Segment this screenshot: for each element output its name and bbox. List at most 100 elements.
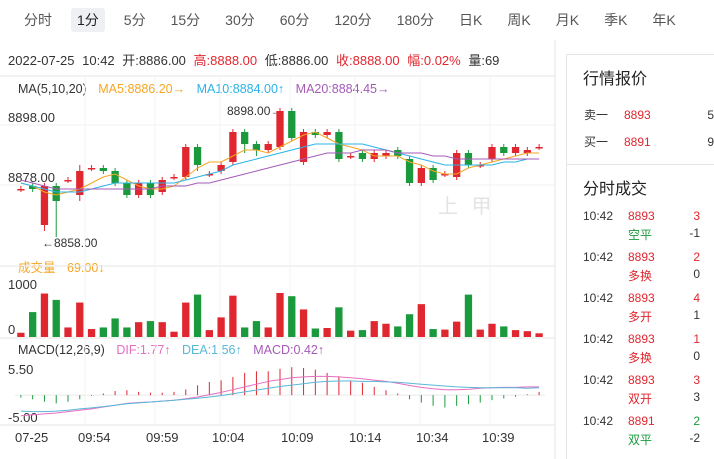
macd-axis-top: 5.50: [8, 362, 34, 377]
tab-2[interactable]: 5分: [123, 12, 146, 28]
tab-10[interactable]: 月K: [555, 12, 580, 28]
info-amplitude: 幅:0.02%: [407, 53, 461, 68]
price-axis-top: 8898.00: [8, 110, 55, 125]
candle-body: [429, 168, 437, 180]
volume-bar: [52, 299, 60, 337]
volume-bar: [17, 332, 25, 337]
volume-legend-label: 成交量: [18, 261, 56, 275]
trade-delta: 0: [693, 349, 700, 363]
trade-delta: 1: [693, 308, 700, 322]
candle-body: [288, 111, 296, 138]
candle-body: [523, 150, 531, 153]
volume-legend-value: 69.00↓: [67, 261, 105, 275]
volume-bar: [288, 296, 296, 337]
volume-bar: [193, 294, 202, 337]
candle-body: [252, 144, 261, 150]
volume-bar: [453, 321, 461, 337]
tab-4[interactable]: 30分: [225, 12, 255, 28]
volume-bar: [347, 330, 355, 337]
info-close: 收:8888.00: [336, 53, 400, 68]
info-date: 2022-07-25: [8, 53, 75, 68]
kline-chart[interactable]: [0, 0, 560, 459]
volume-bar: [87, 329, 96, 337]
candle-body: [335, 132, 343, 159]
bar-info: 2022-07-25 10:42 开:8886.00 高:8888.00 低:8…: [8, 50, 503, 69]
volume-bar: [217, 317, 225, 337]
trade-time: 10:42: [583, 332, 614, 346]
time-tick: 09:59: [146, 430, 179, 445]
tab-7[interactable]: 180分: [396, 12, 435, 28]
trade-row: 10:42 8893 2 多换 0: [567, 246, 714, 287]
trade-price: 8893: [628, 250, 655, 264]
ma20-line: [20, 149, 540, 190]
info-open: 开:8886.00: [122, 53, 186, 68]
trade-kind: 多换: [628, 269, 653, 283]
time-tick: 09:54: [78, 430, 111, 445]
volume-axis-top: 1000: [8, 277, 37, 292]
candle-body: [323, 132, 331, 135]
volume-bar: [500, 326, 508, 337]
ma-legend: MA(5,10,20) MA5:8886.20→ MA10:8884.00↑ M…: [18, 82, 397, 96]
candle-body: [170, 177, 178, 179]
trade-volume: 2: [693, 414, 700, 428]
trade-volume: 1: [693, 332, 700, 346]
volume-bar: [311, 328, 319, 337]
price-axis-mid: 8878.00: [8, 170, 55, 185]
watermark-logo: 上 甲: [438, 196, 496, 218]
tab-5[interactable]: 60分: [279, 12, 310, 28]
period-tabs: 分时 1分 5分 15分 30分 60分 120分 180分 日K 周K 月K 季K 年K: [0, 0, 714, 40]
trade-volume: 3: [693, 209, 700, 223]
ma-legend-label: MA(5,10,20): [18, 82, 87, 96]
trade-row: 10:42 8893 3 双开 3: [567, 369, 714, 410]
volume-bar: [405, 314, 414, 337]
trade-row: 10:42 8893 1 多换 0: [567, 328, 714, 369]
volume-bar: [252, 321, 261, 337]
tab-3[interactable]: 15分: [170, 12, 201, 28]
quote-title: 行情报价: [583, 71, 648, 88]
tab-11[interactable]: 季K: [604, 12, 628, 28]
candle-body: [241, 132, 249, 144]
time-tick: 10:14: [349, 430, 382, 445]
candle-body: [87, 168, 96, 170]
candle-body: [182, 147, 190, 177]
ma20-value: MA20:8884.45→: [295, 82, 390, 96]
macd-axis-bottom: -5.00: [8, 410, 38, 425]
candle-body: [347, 156, 355, 158]
quote-volume: 9: [707, 134, 714, 149]
volume-bar: [111, 318, 119, 337]
trade-delta: -1: [689, 226, 700, 240]
dif-value: DIF:1.77↑: [116, 343, 171, 357]
time-tick: 10:34: [416, 430, 449, 445]
time-tick: 07-25: [15, 430, 49, 445]
high-annotation: 8898.00→: [227, 104, 283, 118]
trade-kind: 多换: [628, 351, 653, 365]
candle-body: [476, 165, 484, 167]
tab-12[interactable]: 年K: [652, 12, 676, 28]
candle-body: [511, 147, 520, 153]
tab-8[interactable]: 日K: [459, 12, 483, 28]
tab-0[interactable]: 分时: [24, 12, 52, 28]
time-tick: 10:09: [281, 430, 314, 445]
trade-row: 10:42 8893 4 多开 1: [567, 287, 714, 328]
volume-bar: [29, 312, 37, 337]
volume-bar: [299, 309, 308, 337]
volume-bar: [158, 322, 166, 337]
trade-time: 10:42: [583, 291, 614, 305]
volume-bar: [76, 302, 84, 337]
dea-value: DEA:1.56↑: [182, 343, 242, 357]
volume-bar: [382, 323, 390, 337]
volume-bar: [370, 321, 378, 337]
dea-line: [20, 380, 540, 413]
candle-body: [99, 168, 107, 171]
quote-row: 卖一 8893 5: [567, 101, 714, 128]
info-low: 低:8886.00: [264, 53, 329, 68]
info-time: 10:42: [82, 53, 115, 68]
tab-1[interactable]: 1分: [71, 8, 105, 32]
volume-bar: [99, 327, 107, 337]
trade-time: 10:42: [583, 209, 614, 223]
tab-9[interactable]: 周K: [507, 12, 531, 28]
trade-delta: 3: [693, 390, 700, 404]
volume-bar: [464, 294, 473, 337]
tab-6[interactable]: 120分: [334, 12, 372, 28]
volume-bar: [229, 295, 237, 337]
